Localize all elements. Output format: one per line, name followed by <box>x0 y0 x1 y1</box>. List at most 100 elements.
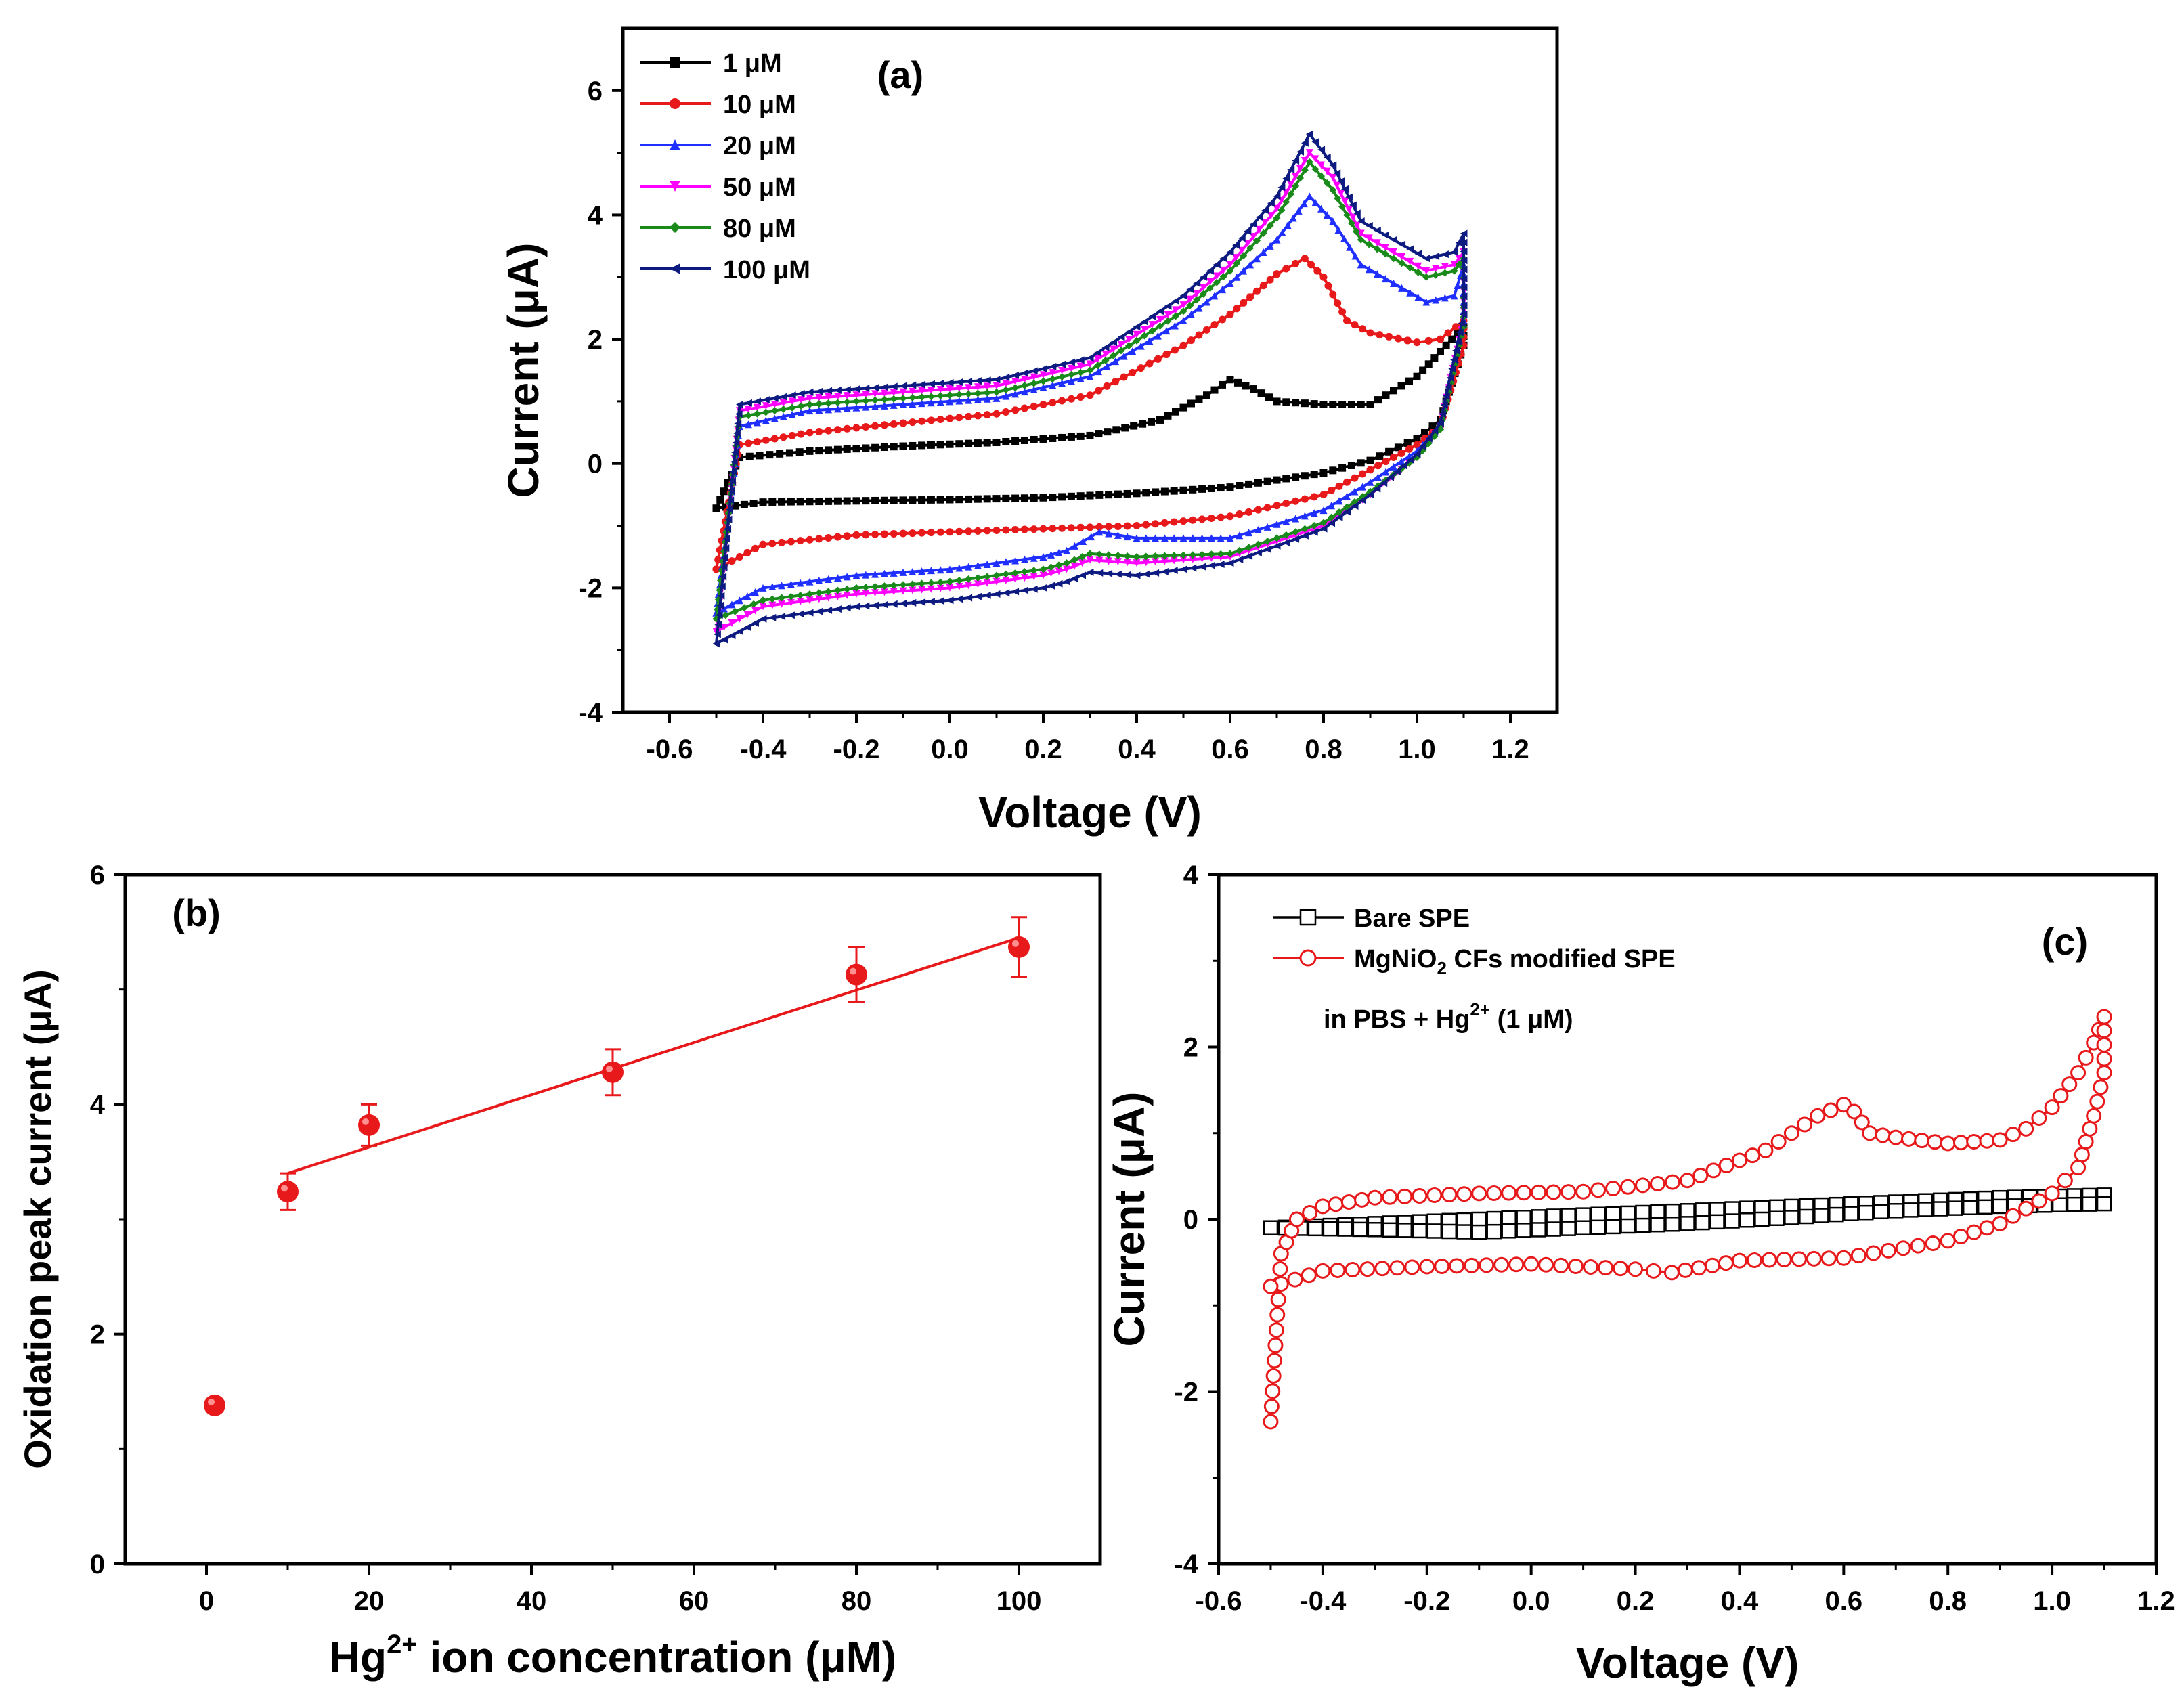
data-point <box>1148 327 1156 335</box>
data-point <box>1349 213 1357 221</box>
data-point <box>2096 1009 2112 1025</box>
legend: 1 μM 10 μM 20 μM 50 μM 80 μM 100 μM <box>640 49 810 284</box>
data-point <box>1289 214 1297 222</box>
legend-label-main: MgNiO <box>1354 945 1437 974</box>
data-point <box>1718 1157 1734 1173</box>
data-point <box>1406 264 1414 271</box>
series-2 <box>1263 1009 2112 1430</box>
data-point <box>1516 1185 1532 1201</box>
data-point <box>1317 161 1326 169</box>
data-point <box>1011 437 1020 445</box>
data-point <box>1238 246 1246 255</box>
data-point <box>1234 378 1242 387</box>
data-point <box>1058 366 1066 374</box>
data-point <box>796 591 804 599</box>
data-point <box>927 579 935 587</box>
x-tick-label: 0.6 <box>1825 1586 1863 1616</box>
data-point <box>1049 362 1057 370</box>
data-point <box>1030 379 1038 387</box>
data-point <box>946 385 954 393</box>
data-point <box>2018 1200 2034 1217</box>
data-point <box>1232 241 1240 249</box>
data-point <box>1940 1135 1956 1152</box>
data-point <box>1236 546 1244 554</box>
data-point <box>796 579 804 587</box>
x-axis-label-rest: ion concentration (μM) <box>418 1633 897 1682</box>
data-point <box>899 529 907 538</box>
data-point <box>1791 1251 1807 1267</box>
data-point <box>1317 172 1326 180</box>
data-point <box>735 410 743 418</box>
data-point <box>1263 1414 1279 1430</box>
data-point <box>2086 1108 2102 1124</box>
data-point <box>740 500 748 508</box>
data-point <box>1797 1116 1813 1133</box>
data-point <box>1783 1125 1799 1141</box>
data-point <box>1030 367 1038 375</box>
data-point <box>778 582 786 590</box>
data-point <box>1414 250 1422 258</box>
data-point <box>1296 148 1304 156</box>
data-point <box>1382 468 1390 476</box>
data-point <box>670 222 680 233</box>
data-point <box>825 399 833 408</box>
data-point <box>1207 554 1215 562</box>
data-point <box>1240 267 1248 275</box>
data-point-highlight <box>850 967 856 975</box>
data-point <box>1198 550 1206 559</box>
data-point <box>1337 1221 1353 1237</box>
data-point <box>1086 491 1094 500</box>
data-point <box>890 582 898 590</box>
data-point <box>1635 1177 1651 1194</box>
data-point <box>1553 1257 1569 1273</box>
y-axis-label: Current (μA) <box>1105 1092 1154 1347</box>
data-point <box>1448 335 1456 343</box>
data-point <box>1047 582 1055 590</box>
data-point <box>1187 310 1195 318</box>
data-point <box>1232 254 1240 262</box>
data-point <box>722 611 730 619</box>
data-point <box>965 594 973 602</box>
data-point <box>1650 1175 1666 1191</box>
data-point <box>899 581 907 589</box>
data-point <box>1172 297 1179 305</box>
data-point <box>1333 181 1341 190</box>
data-point <box>1156 416 1164 424</box>
data-point <box>1460 292 1468 301</box>
data-point <box>1450 355 1458 364</box>
data-point <box>1011 569 1020 577</box>
data-point <box>1133 522 1141 530</box>
data-point <box>890 569 898 577</box>
data-point <box>1244 240 1252 248</box>
data-point <box>890 443 898 451</box>
data-point <box>955 576 963 584</box>
data-point <box>1078 552 1086 561</box>
data-point <box>1613 1261 1629 1277</box>
data-point <box>2051 1197 2068 1212</box>
data-point <box>1193 290 1201 298</box>
data-point <box>1207 484 1215 492</box>
data-point <box>2096 1023 2112 1039</box>
data-point <box>1030 567 1038 575</box>
data-point <box>1329 401 1337 408</box>
data-point <box>1179 301 1187 309</box>
data-point <box>1315 1198 1331 1215</box>
panel-label: (c) <box>2042 920 2088 963</box>
data-point <box>1329 290 1337 299</box>
data-point <box>2005 1127 2021 1143</box>
data-point <box>1776 1251 1792 1267</box>
data-point <box>936 385 944 393</box>
data-point <box>1179 486 1187 494</box>
data-point <box>890 389 898 397</box>
data-point <box>1210 386 1219 394</box>
data-point <box>880 569 888 577</box>
data-point <box>1129 368 1137 376</box>
data-point <box>992 376 1001 384</box>
data-point <box>815 406 823 414</box>
data-point <box>2070 1065 2087 1081</box>
data-point <box>1067 358 1075 366</box>
data-point <box>1055 548 1063 556</box>
data-point <box>736 552 743 561</box>
data-point <box>1137 342 1145 350</box>
data-point <box>1094 349 1101 357</box>
